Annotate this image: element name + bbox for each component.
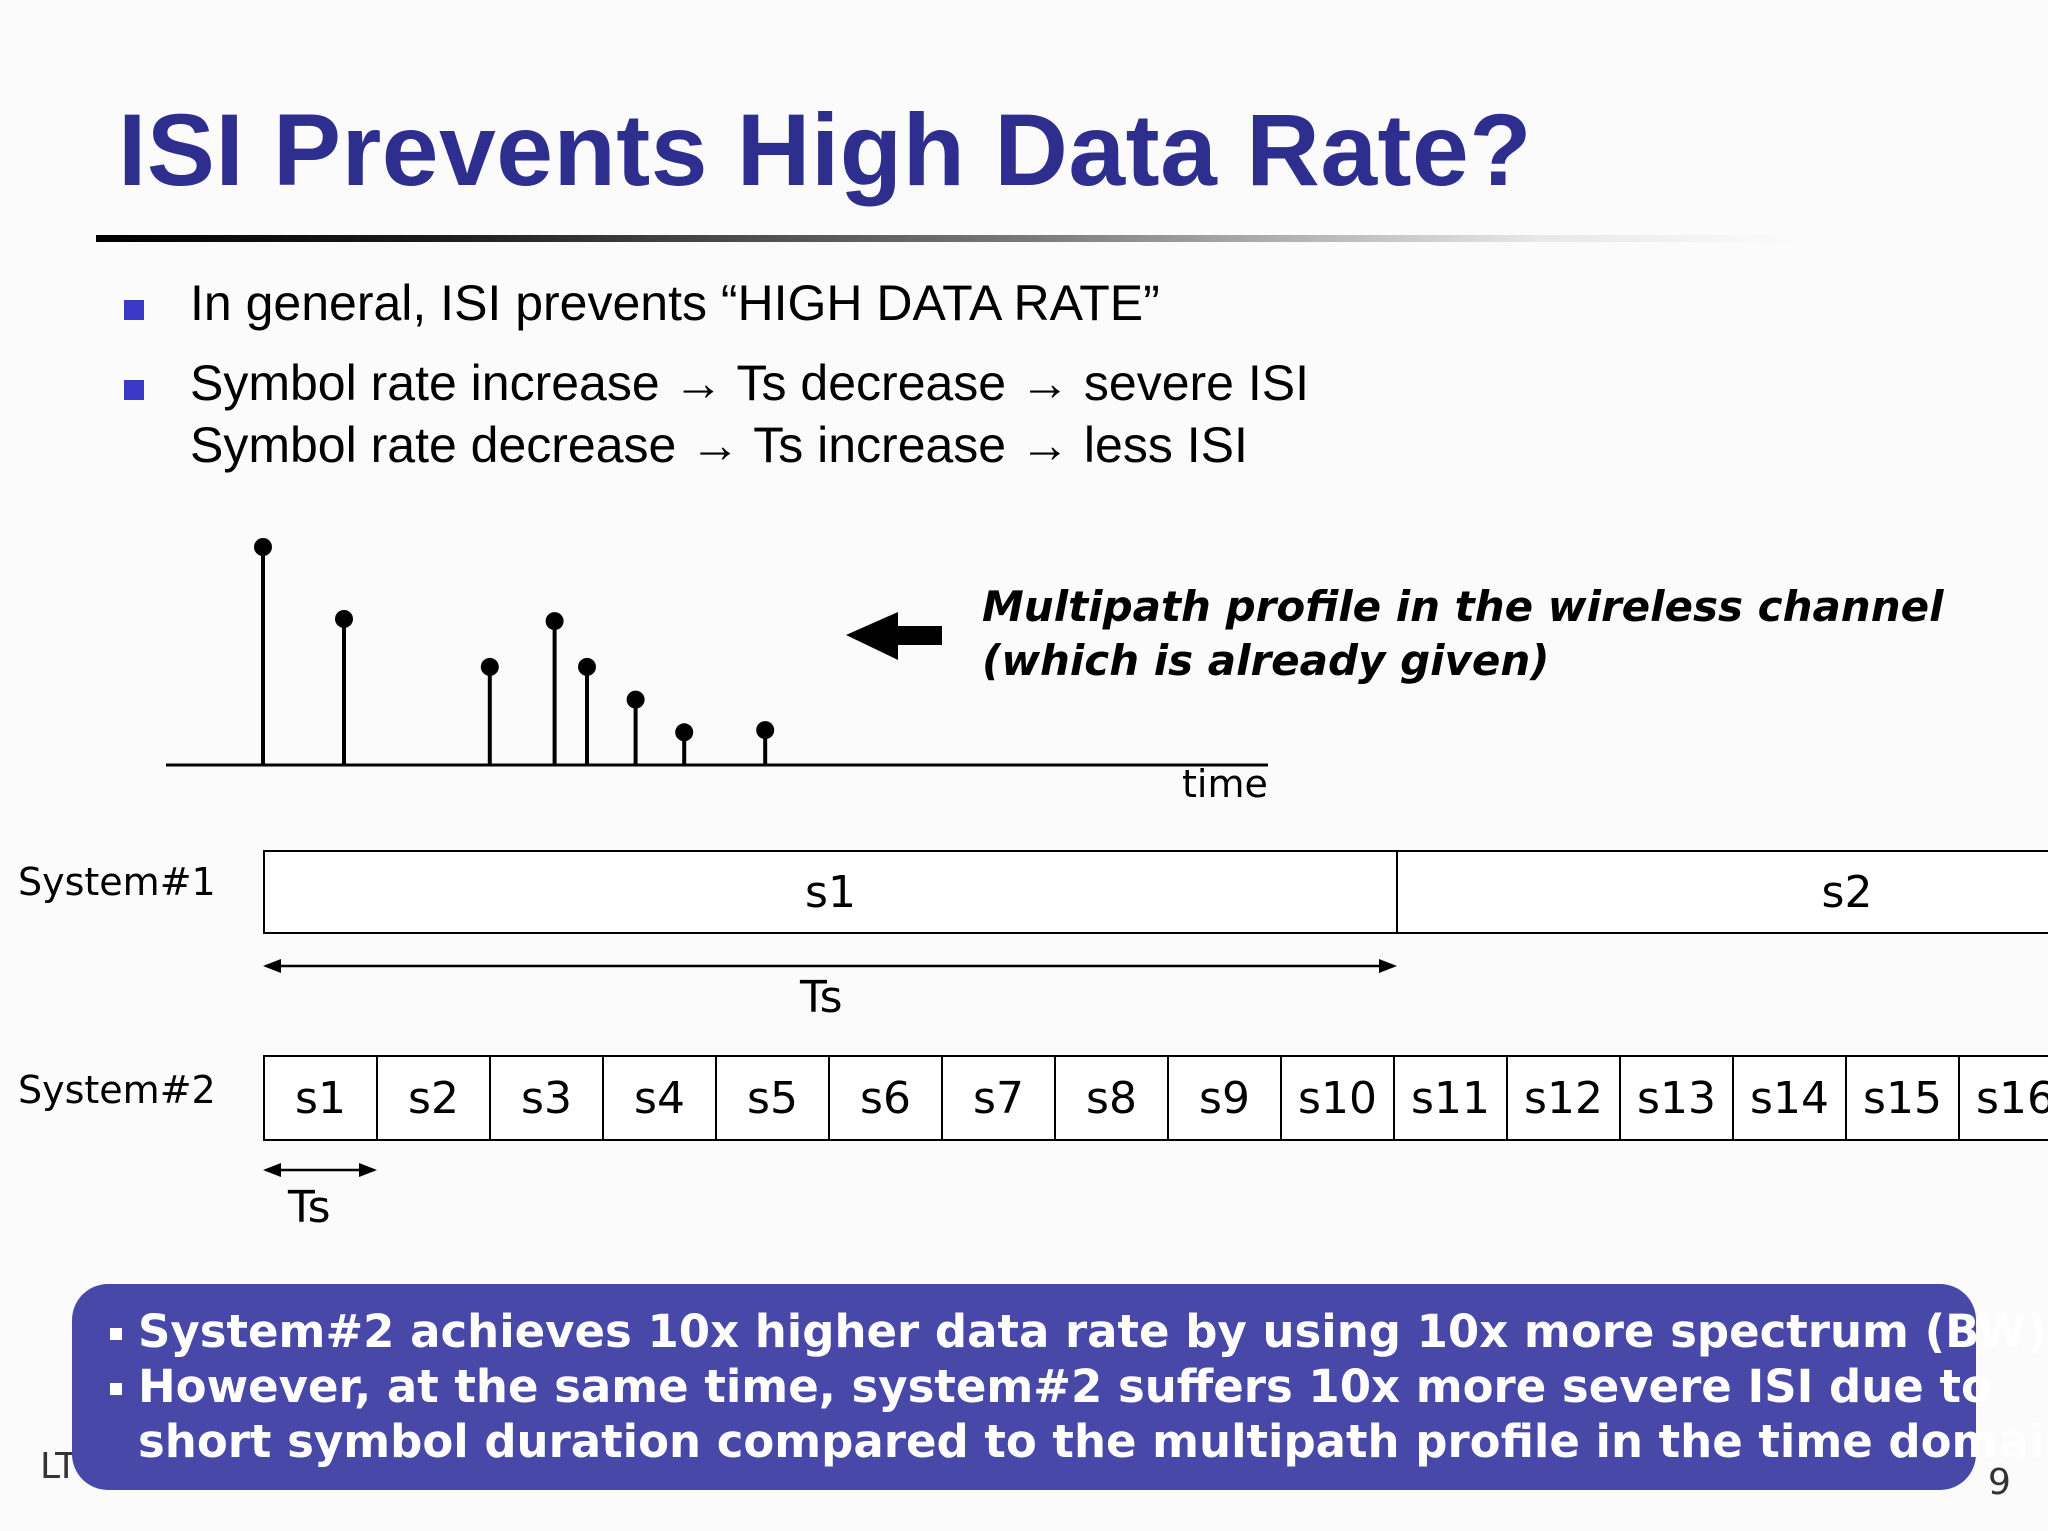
symbol-cell: s13 <box>1621 1057 1734 1139</box>
tap-marker <box>254 538 272 556</box>
banner-text: short symbol duration compared to the mu… <box>138 1415 2048 1468</box>
footer-text: LT <box>40 1446 78 1487</box>
ts-arrowhead-right <box>359 1163 377 1177</box>
banner-text: System#2 achieves 10x higher data rate b… <box>138 1305 2048 1358</box>
symbol-cell: s1 <box>265 852 1398 932</box>
symbol-cell: s10 <box>1282 1057 1395 1139</box>
symbol-cell: s5 <box>717 1057 830 1139</box>
tap-marker <box>578 657 596 676</box>
banner-item: However, at the same time, system#2 suff… <box>106 1359 2048 1469</box>
bullet-text: Symbol rate increase → Ts decrease → sev… <box>190 355 1309 411</box>
bullet-item: In general, ISI prevents “HIGH DATA RATE… <box>124 272 2024 334</box>
ts-arrowhead-left <box>263 959 281 973</box>
callout-line: Multipath profile in the wireless channe… <box>982 582 1944 631</box>
ts-arrowhead-left <box>263 1163 281 1177</box>
tap-marker <box>335 609 353 628</box>
banner-text: However, at the same time, system#2 suff… <box>138 1360 1992 1413</box>
summary-banner: System#2 achieves 10x higher data rate b… <box>72 1284 2048 1490</box>
title-underline <box>96 235 1796 242</box>
page-number: 9 <box>1988 1462 2011 1503</box>
symbol-cell: s1 <box>265 1057 378 1139</box>
bullet-item: Symbol rate increase → Ts decrease → sev… <box>124 352 2024 476</box>
ts-label-system2: Ts <box>288 1182 331 1233</box>
symbol-cell: s6 <box>830 1057 943 1139</box>
symbol-cell: s11 <box>1395 1057 1508 1139</box>
square-bullet-icon <box>124 380 144 400</box>
banner-item: System#2 achieves 10x higher data rate b… <box>106 1304 2048 1359</box>
tap-marker <box>480 657 499 676</box>
time-axis-label: time <box>1182 762 1268 806</box>
bullet-list: In general, ISI prevents “HIGH DATA RATE… <box>124 272 2024 494</box>
system2-symbol-row: s1 s2 s3 s4 s5 s6 s7 s8 s9 s10 s11 s12 s… <box>263 1055 2048 1141</box>
symbol-cell: s7 <box>943 1057 1056 1139</box>
symbol-cell: s15 <box>1847 1057 1960 1139</box>
ts-arrowhead-right <box>1379 959 1397 973</box>
square-bullet-icon <box>124 300 144 320</box>
multipath-callout: Multipath profile in the wireless channe… <box>982 580 1944 688</box>
system2-label: System#2 <box>18 1068 216 1112</box>
tap-marker <box>545 612 564 631</box>
symbol-cell: s2 <box>1398 852 2048 932</box>
ts-label-system1: Ts <box>800 972 843 1023</box>
system1-label: System#1 <box>18 860 216 904</box>
symbol-cell: s12 <box>1508 1057 1621 1139</box>
square-bullet-icon <box>110 1328 122 1340</box>
multipath-taps <box>254 538 775 765</box>
symbol-cell: s8 <box>1056 1057 1169 1139</box>
left-arrow-icon <box>846 612 942 660</box>
symbol-cell: s3 <box>491 1057 604 1139</box>
system1-symbol-row: s1 s2 <box>263 850 2048 934</box>
symbol-cell: s2 <box>378 1057 491 1139</box>
tap-marker <box>626 690 645 709</box>
symbol-cell: s14 <box>1734 1057 1847 1139</box>
symbol-cell: s16 <box>1960 1057 2048 1139</box>
tap-marker <box>675 723 694 742</box>
callout-line: (which is already given) <box>982 636 1550 685</box>
symbol-cell: s4 <box>604 1057 717 1139</box>
bullet-text: In general, ISI prevents “HIGH DATA RATE… <box>190 275 1160 331</box>
square-bullet-icon <box>110 1383 122 1395</box>
tap-marker <box>756 721 775 740</box>
slide-title: ISI Prevents High Data Rate? <box>118 93 1533 207</box>
symbol-cell: s9 <box>1169 1057 1282 1139</box>
bullet-text: Symbol rate decrease → Ts increase → les… <box>190 417 1248 473</box>
